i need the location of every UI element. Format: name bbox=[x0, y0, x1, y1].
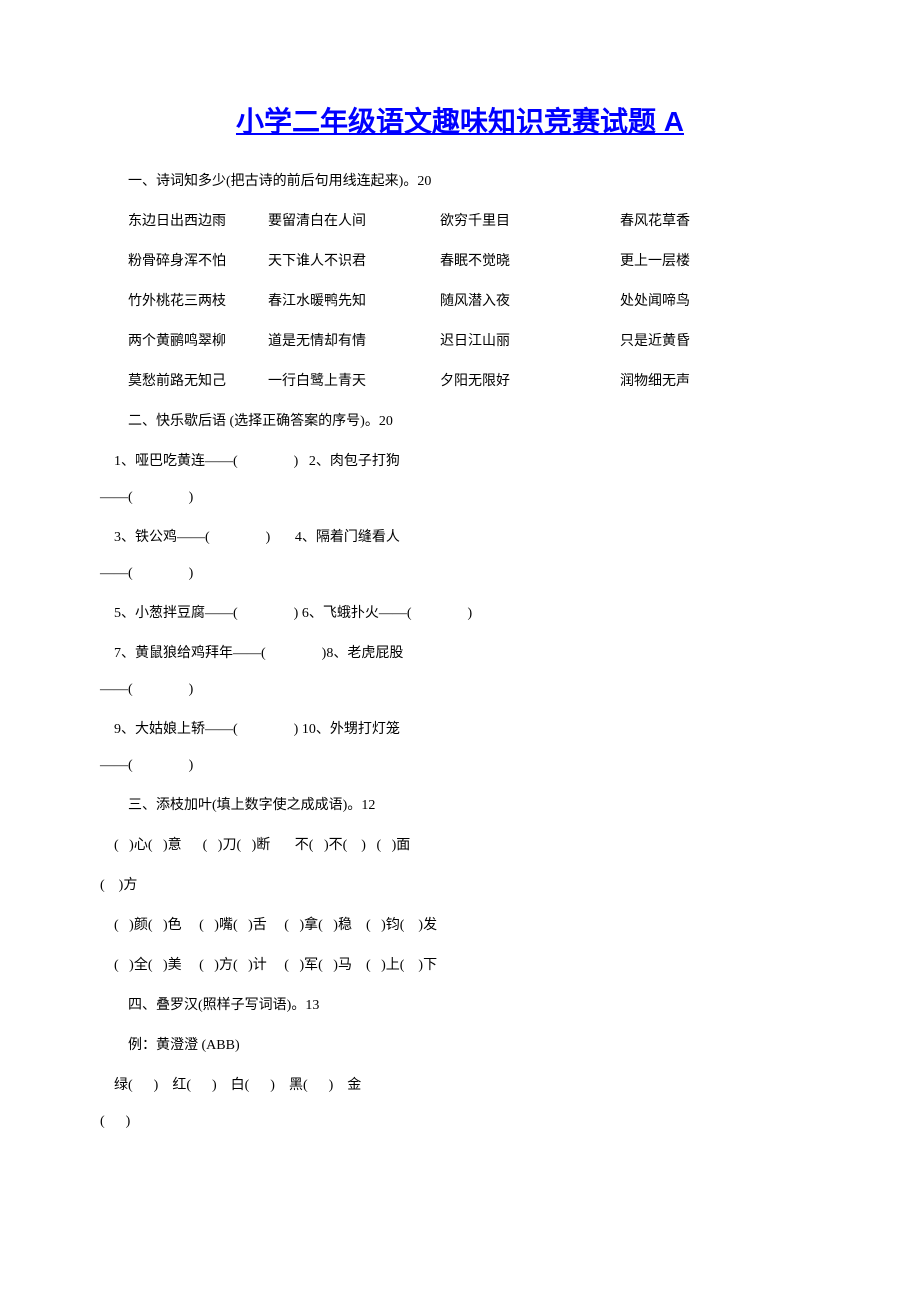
poem-row: 两个黄鹂鸣翠柳 道是无情却有情 迟日江山丽 只是近黄昏 bbox=[100, 330, 820, 350]
color-line: ( ) bbox=[100, 1114, 820, 1130]
poem-cell: 莫愁前路无知己 bbox=[100, 370, 240, 390]
document-title: 小学二年级语文趣味知识竞赛试题 A bbox=[100, 100, 820, 140]
example-line: 例：黄澄澄 (ABB) bbox=[100, 1034, 820, 1054]
section3-header: 三、添枝加叶(填上数字使之成成语)。12 bbox=[100, 794, 820, 814]
poem-cell: 一行白鹭上青天 bbox=[240, 370, 440, 390]
riddle-line: 3、铁公鸡——( ) 4、隔着门缝看人 bbox=[100, 526, 820, 546]
poem-cell: 处处闻啼鸟 bbox=[620, 290, 820, 310]
riddle-line: ——( ) bbox=[100, 490, 820, 506]
poem-row: 莫愁前路无知己 一行白鹭上青天 夕阳无限好 润物细无声 bbox=[100, 370, 820, 390]
riddle-line: ——( ) bbox=[100, 566, 820, 582]
section4-header: 四、叠罗汉(照样子写词语)。13 bbox=[100, 994, 820, 1014]
poem-cell: 欲穷千里目 bbox=[440, 210, 620, 230]
poem-cell: 迟日江山丽 bbox=[440, 330, 620, 350]
poem-cell: 春江水暖鸭先知 bbox=[240, 290, 440, 310]
idiom-line: ( )心( )意 ( )刀( )断 不( )不( ) ( )面 bbox=[100, 834, 820, 854]
section2-header: 二、快乐歇后语 (选择正确答案的序号)。20 bbox=[100, 410, 820, 430]
riddle-line: 1、哑巴吃黄连——( ) 2、肉包子打狗 bbox=[100, 450, 820, 470]
poem-row: 粉骨碎身浑不怕 天下谁人不识君 春眠不觉晓 更上一层楼 bbox=[100, 250, 820, 270]
poem-cell: 道是无情却有情 bbox=[240, 330, 440, 350]
poem-cell: 春风花草香 bbox=[620, 210, 820, 230]
poem-cell: 春眠不觉晓 bbox=[440, 250, 620, 270]
section1-header: 一、诗词知多少(把古诗的前后句用线连起来)。20 bbox=[100, 170, 820, 190]
poem-cell: 要留清白在人间 bbox=[240, 210, 440, 230]
riddle-line: 7、黄鼠狼给鸡拜年——( )8、老虎屁股 bbox=[100, 642, 820, 662]
idiom-line: ( )方 bbox=[100, 874, 820, 894]
poem-cell: 天下谁人不识君 bbox=[240, 250, 440, 270]
poem-cell: 随风潜入夜 bbox=[440, 290, 620, 310]
poem-cell: 润物细无声 bbox=[620, 370, 820, 390]
poem-cell: 东边日出西边雨 bbox=[100, 210, 240, 230]
poem-cell: 两个黄鹂鸣翠柳 bbox=[100, 330, 240, 350]
poem-cell: 粉骨碎身浑不怕 bbox=[100, 250, 240, 270]
poem-cell: 更上一层楼 bbox=[620, 250, 820, 270]
idiom-line: ( )全( )美 ( )方( )计 ( )军( )马 ( )上( )下 bbox=[100, 954, 820, 974]
riddle-line: ——( ) bbox=[100, 758, 820, 774]
poem-cell: 只是近黄昏 bbox=[620, 330, 820, 350]
poem-row: 东边日出西边雨 要留清白在人间 欲穷千里目 春风花草香 bbox=[100, 210, 820, 230]
poem-cell: 夕阳无限好 bbox=[440, 370, 620, 390]
riddle-line: ——( ) bbox=[100, 682, 820, 698]
idiom-line: ( )颜( )色 ( )嘴( )舌 ( )拿( )稳 ( )钧( )发 bbox=[100, 914, 820, 934]
poem-cell: 竹外桃花三两枝 bbox=[100, 290, 240, 310]
poem-row: 竹外桃花三两枝 春江水暖鸭先知 随风潜入夜 处处闻啼鸟 bbox=[100, 290, 820, 310]
color-line: 绿( ) 红( ) 白( ) 黑( ) 金 bbox=[100, 1074, 820, 1094]
riddle-line: 5、小葱拌豆腐——( ) 6、飞蛾扑火——( ) bbox=[100, 602, 820, 622]
riddle-line: 9、大姑娘上轿——( ) 10、外甥打灯笼 bbox=[100, 718, 820, 738]
